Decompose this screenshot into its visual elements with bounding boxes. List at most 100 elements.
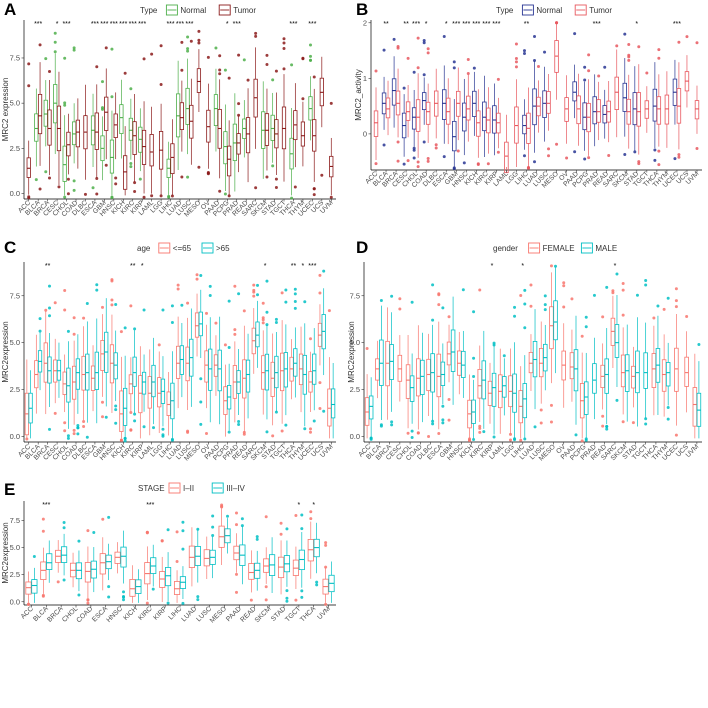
outlier-point xyxy=(107,515,111,519)
outlier-point xyxy=(92,530,96,534)
outlier-point xyxy=(234,590,238,594)
box-tumor xyxy=(75,98,80,169)
outlier-point xyxy=(282,67,286,71)
outlier-point xyxy=(133,412,137,416)
outlier-point xyxy=(77,593,81,597)
box-female xyxy=(579,334,585,443)
box-female xyxy=(436,292,442,436)
y-axis-label: MRC2expression xyxy=(1,321,10,382)
outlier-point xyxy=(254,31,258,35)
outlier-point xyxy=(697,342,701,346)
category-group: SKCM xyxy=(250,53,270,218)
box-normal xyxy=(90,93,96,190)
box-female xyxy=(528,283,534,391)
outlier-point xyxy=(426,47,430,51)
box--65 xyxy=(331,362,336,439)
panel-letter: D xyxy=(356,238,368,257)
outlier-point xyxy=(199,274,203,278)
outlier-point xyxy=(519,294,523,298)
box--65 xyxy=(321,269,326,413)
outlier-point xyxy=(265,53,269,57)
box-tumor xyxy=(496,77,501,154)
significance-label: * xyxy=(302,263,305,270)
y-tick-label: 7.5 xyxy=(10,516,20,525)
box-tumor xyxy=(196,29,202,169)
outlier-point xyxy=(447,398,451,402)
outlier-point xyxy=(441,421,445,425)
outlier-point xyxy=(427,435,431,439)
outlier-point xyxy=(584,325,588,329)
outlier-point xyxy=(104,415,108,419)
outlier-point xyxy=(285,589,289,593)
outlier-point xyxy=(41,593,45,597)
significance-label: *** xyxy=(34,21,42,28)
category-group: LUAD xyxy=(519,283,538,461)
outlier-point xyxy=(390,420,394,424)
box-tumor xyxy=(664,71,670,148)
outlier-point xyxy=(623,153,627,157)
x-tick-label: KICH xyxy=(122,605,138,621)
outlier-point xyxy=(63,195,67,199)
outlier-point xyxy=(66,434,70,438)
outlier-point xyxy=(392,37,396,41)
box--65 xyxy=(90,345,96,412)
outlier-point xyxy=(396,44,400,48)
outlier-point xyxy=(76,426,80,430)
outlier-point xyxy=(240,517,244,521)
outlier-point xyxy=(44,57,48,61)
box--65 xyxy=(47,284,52,431)
outlier-point xyxy=(513,314,517,318)
outlier-point xyxy=(633,150,637,154)
box-tumor xyxy=(405,56,411,163)
x-tick-label: SKCM xyxy=(254,605,273,624)
box--65 xyxy=(141,308,147,429)
outlier-point xyxy=(114,182,118,186)
outlier-point xyxy=(431,422,435,426)
legend-label: Normal xyxy=(180,6,206,15)
outlier-point xyxy=(227,299,231,303)
outlier-point xyxy=(584,437,588,441)
box-male xyxy=(583,315,589,442)
box-tumor xyxy=(526,87,531,170)
box-male xyxy=(502,354,507,416)
outlier-point xyxy=(631,421,635,425)
outlier-point xyxy=(644,283,648,287)
outlier-point xyxy=(621,313,625,317)
box-normal xyxy=(572,32,577,154)
box-male xyxy=(430,283,435,426)
x-tick-label: HNSC xyxy=(105,605,124,624)
outlier-point xyxy=(308,43,312,47)
outlier-point xyxy=(196,595,200,599)
box-male xyxy=(543,294,548,391)
box--65 xyxy=(132,327,137,423)
category-group: LUSC xyxy=(529,294,548,461)
outlier-point xyxy=(48,176,52,180)
outlier-point xyxy=(57,185,61,189)
box-i-ii xyxy=(114,542,121,574)
outlier-point xyxy=(437,432,441,436)
box-i-ii xyxy=(307,510,314,579)
outlier-point xyxy=(48,314,52,318)
outlier-point xyxy=(300,527,304,531)
box--65 xyxy=(293,287,298,398)
legend: Type Normal Tumor xyxy=(496,4,612,16)
outlier-point xyxy=(657,48,661,52)
outlier-point xyxy=(645,71,649,75)
box-tumor xyxy=(504,114,509,174)
box--65 xyxy=(166,372,171,436)
box--65 xyxy=(151,337,156,430)
outlier-point xyxy=(82,425,86,429)
outlier-point xyxy=(199,400,203,404)
outlier-point xyxy=(150,52,154,56)
outlier-point xyxy=(196,598,200,602)
x-tick-label: LUAD xyxy=(180,605,198,623)
outlier-point xyxy=(441,418,445,422)
outlier-point xyxy=(100,415,104,419)
x-tick-label: KIRP xyxy=(152,605,168,621)
outlier-point xyxy=(447,315,451,319)
box--65 xyxy=(37,317,43,391)
box-male xyxy=(592,293,597,420)
outlier-point xyxy=(605,285,609,289)
outlier-point xyxy=(107,595,111,599)
outlier-point xyxy=(301,97,305,101)
